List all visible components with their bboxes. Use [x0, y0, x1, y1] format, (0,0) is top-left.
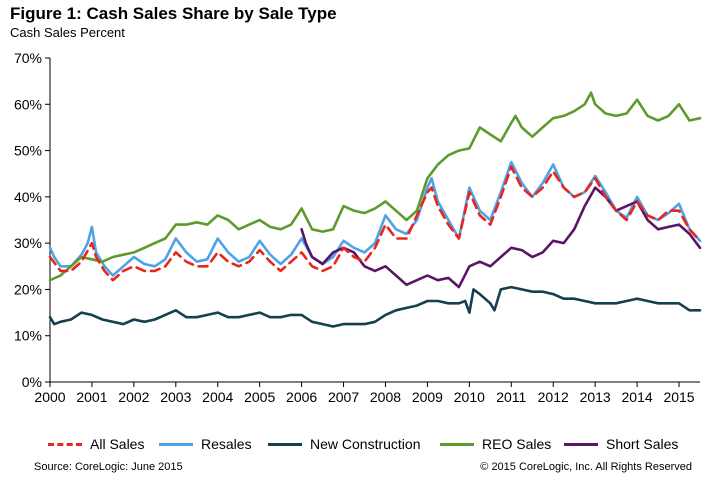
y-tick-label: 20% — [14, 281, 42, 297]
legend-item-new-construction: New Construction — [268, 434, 421, 454]
x-tick-label: 2013 — [580, 389, 611, 405]
footer-source: Source: CoreLogic: June 2015 — [34, 461, 183, 473]
chart-title: Figure 1: Cash Sales Share by Sale Type — [10, 4, 337, 23]
x-tick-label: 2009 — [412, 389, 443, 405]
y-tick-label: 60% — [14, 96, 42, 112]
y-tick-label: 0% — [22, 374, 42, 390]
y-tick-label: 40% — [14, 189, 42, 205]
legend-label-all-sales: All Sales — [90, 436, 145, 452]
footer-copyright: © 2015 CoreLogic, Inc. All Rights Reserv… — [480, 461, 692, 473]
x-tick-label: 2005 — [244, 389, 275, 405]
x-tick-label: 2004 — [202, 389, 233, 405]
x-tick-label: 2014 — [622, 389, 653, 405]
legend-item-all-sales: All Sales — [48, 434, 144, 454]
y-tick-label: 10% — [14, 328, 42, 344]
y-tick-label: 30% — [14, 235, 42, 251]
series-line-reo-sales — [48, 91, 702, 282]
series-line-new-construction — [48, 285, 702, 328]
y-tick-label: 70% — [14, 50, 42, 66]
legend-swatch-short-sales — [564, 442, 598, 446]
series-line-all-sales — [48, 165, 702, 282]
chart-subtitle: Cash Sales Percent — [10, 25, 125, 40]
legend-swatch-resales — [159, 442, 193, 446]
legend-label-resales: Resales — [201, 436, 252, 452]
legend-label-reo-sales: REO Sales — [482, 436, 552, 452]
legend-swatch-reo-sales — [440, 442, 474, 446]
legend-swatch-new-construction — [268, 442, 302, 446]
x-tick-label: 2003 — [160, 389, 191, 405]
legend-item-resales: Resales — [159, 434, 252, 454]
x-tick-label: 2000 — [34, 389, 65, 405]
x-tick-label: 2007 — [328, 389, 359, 405]
x-tick-label: 2011 — [496, 389, 526, 405]
y-tick-label: 50% — [14, 143, 42, 159]
x-tick-label: 2002 — [118, 389, 149, 405]
x-tick-label: 2001 — [76, 389, 107, 405]
chart-legend: All Sales Resales New Construction REO S… — [0, 434, 710, 454]
legend-item-short-sales: Short Sales — [564, 434, 678, 454]
x-tick-label: 2010 — [454, 389, 485, 405]
x-tick-label: 2008 — [370, 389, 401, 405]
x-tick-label: 2006 — [286, 389, 317, 405]
series-line-resales — [48, 160, 702, 277]
legend-label-short-sales: Short Sales — [606, 436, 679, 452]
x-tick-label: 2015 — [663, 389, 694, 405]
legend-swatch-all-sales — [48, 442, 82, 446]
legend-label-new-construction: New Construction — [310, 436, 421, 452]
x-tick-label: 2012 — [538, 389, 569, 405]
legend-item-reo-sales: REO Sales — [440, 434, 551, 454]
